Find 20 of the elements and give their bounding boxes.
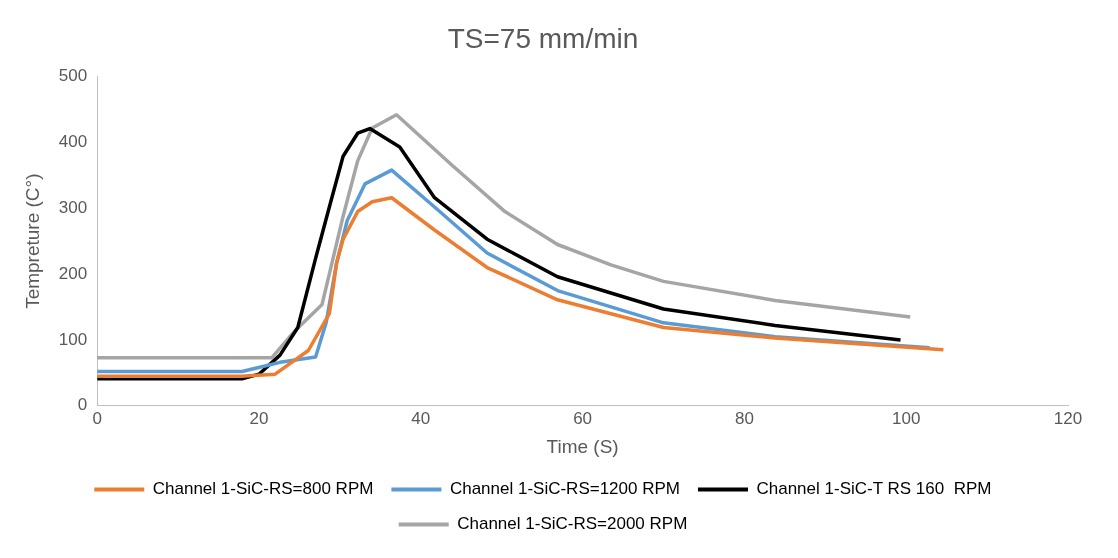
- y-tick-label: 300: [58, 197, 88, 217]
- x-tick-label: 60: [573, 408, 593, 428]
- y-tick-label: 0: [77, 395, 88, 415]
- legend-label: Channel 1-SiC-RS=800 RPM: [152, 479, 374, 499]
- x-tick-label: 20: [249, 408, 269, 428]
- legend-label: Channel 1-SiC-RS=2000 RPM: [457, 514, 688, 534]
- y-tick-label: 500: [58, 66, 88, 86]
- y-tick-label: 100: [58, 329, 88, 349]
- x-tick-label: 0: [92, 408, 102, 428]
- x-tick-label: 80: [734, 408, 754, 428]
- y-axis-title: Tempreture (C°): [21, 173, 43, 309]
- x-tick-label: 120: [1053, 408, 1083, 428]
- y-tick-label: 200: [58, 263, 88, 283]
- legend-label: Channel 1-SiC-RS=1200 RPM: [449, 479, 680, 499]
- chart-title: TS=75 mm/min: [447, 22, 639, 54]
- x-tick-label: 40: [411, 408, 431, 428]
- x-tick-label: 100: [892, 408, 921, 428]
- y-tick-label: 400: [58, 132, 88, 152]
- x-axis-title: Time (S): [546, 435, 619, 457]
- legend-label: Channel 1-SiC-T RS 160 RPM: [756, 479, 992, 499]
